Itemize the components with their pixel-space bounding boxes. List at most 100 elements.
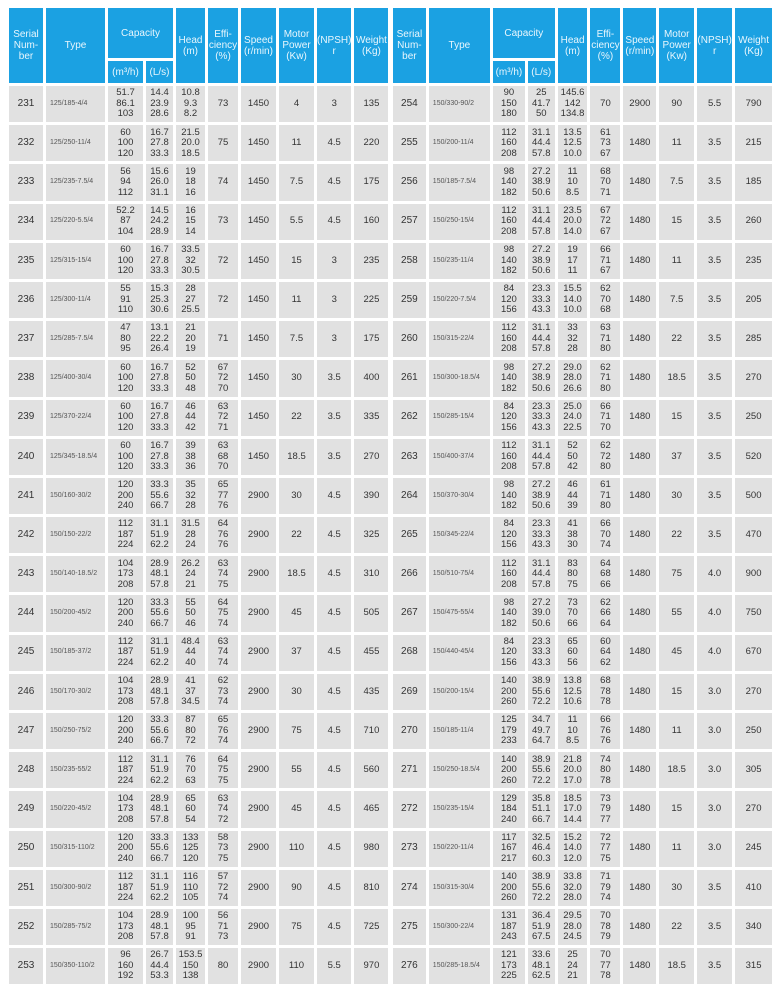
table-row: 270 150/185-11/4 125 179 233 34.7 49.7 64.7… <box>393 713 772 750</box>
cell-efficiency: 61 71 80 <box>590 477 621 515</box>
cell-weight: 270 <box>735 791 772 828</box>
cell-head: 83 80 75 <box>557 556 588 593</box>
table-row: 271 150/250-18.5/4 140 200 260 38.9 55.6 72… <box>393 752 772 789</box>
cell-weight: 750 <box>735 595 772 632</box>
cell-efficiency: 71 79 74 <box>590 869 621 906</box>
cell-serial: 246 <box>9 673 43 710</box>
cell-npsh: 3.5 <box>697 321 733 358</box>
cell-flow-m3h: 55 91 110 <box>108 281 143 319</box>
cell-flow-ls: 34.7 49.7 64.7 <box>527 713 555 750</box>
cell-speed: 1480 <box>623 321 657 358</box>
cell-flow-m3h: 104 173 208 <box>108 673 143 710</box>
cell-head: 15.2 14.0 12.0 <box>557 830 588 867</box>
cell-npsh: 3.5 <box>697 908 733 946</box>
cell-flow-m3h: 104 173 208 <box>108 791 143 828</box>
cell-npsh: 3 <box>317 86 352 123</box>
cell-npsh: 4.5 <box>317 830 352 867</box>
cell-head: 41 38 30 <box>557 517 588 554</box>
cell-head: 46 44 42 <box>176 399 205 436</box>
cell-motor-power: 30 <box>279 673 314 710</box>
cell-motor-power: 30 <box>279 360 314 397</box>
cell-speed: 2900 <box>241 752 276 789</box>
cell-flow-ls: 31.1 44.4 57.8 <box>527 438 555 475</box>
subheader-row: (m³/h) (L/s) <box>9 61 388 83</box>
cell-serial: 242 <box>9 517 43 554</box>
table-row: 257 150/250-15/4 112 160 208 31.1 44.4 57.8… <box>393 203 772 240</box>
pump-table-right: Serial Num- ber Type Capacity Head (m) Effi-… <box>390 5 775 987</box>
cell-type: 150/350-110/2 <box>46 948 105 985</box>
cell-type: 125/315-15/4 <box>46 242 105 279</box>
cell-speed: 1450 <box>241 164 276 201</box>
cell-flow-ls: 33.6 48.1 62.5 <box>527 948 555 985</box>
cell-flow-m3h: 117 167 217 <box>492 830 525 867</box>
cell-serial: 237 <box>9 321 43 358</box>
cell-weight: 220 <box>354 125 389 162</box>
cell-head: 13.5 12.5 10.0 <box>557 125 588 162</box>
cell-type: 125/285-7.5/4 <box>46 321 105 358</box>
cell-flow-ls: 15.3 25.3 30.6 <box>146 281 173 319</box>
header-row: Serial Num- ber Type Capacity Head (m) Effi-… <box>9 8 389 83</box>
table-row: 233 125/235-7.5/4 56 94 112 15.6 26.0 31.1 1… <box>9 164 389 201</box>
cell-type: 150/185-11/4 <box>428 713 490 750</box>
cell-flow-ls: 31.1 51.9 62.2 <box>146 517 173 554</box>
cell-efficiency: 62 73 74 <box>208 673 238 710</box>
cell-npsh: 4.0 <box>697 595 733 632</box>
cell-speed: 1480 <box>623 477 657 515</box>
cell-head: 28 27 25.5 <box>176 281 205 319</box>
cell-flow-m3h: 131 187 243 <box>492 908 525 946</box>
cell-efficiency: 65 76 74 <box>208 713 238 750</box>
cell-type: 150/315-30/4 <box>428 869 490 906</box>
cell-efficiency: 73 <box>208 86 238 123</box>
cell-type: 150/440-45/4 <box>428 634 490 671</box>
header-m3h: (m³/h) <box>108 61 143 83</box>
cell-speed: 1480 <box>623 438 657 475</box>
cell-npsh: 3.5 <box>697 477 733 515</box>
cell-head: 48.4 44 40 <box>176 634 205 671</box>
cell-weight: 980 <box>354 830 389 867</box>
cell-efficiency: 58 73 75 <box>208 830 238 867</box>
cell-flow-m3h: 98 140 182 <box>492 360 525 397</box>
cell-speed: 2900 <box>241 673 276 710</box>
cell-npsh: 3.0 <box>697 791 733 828</box>
cell-speed: 2900 <box>241 634 276 671</box>
cell-type: 150/170-30/2 <box>46 673 105 710</box>
table-row: 276 150/285-18.5/4 121 173 225 33.6 48.1 62… <box>393 948 772 985</box>
cell-serial: 272 <box>393 791 426 828</box>
cell-efficiency: 63 74 75 <box>208 556 238 593</box>
table-row: 253 150/350-110/2 96 160 192 26.7 44.4 53.3… <box>9 948 389 985</box>
table-row: 245 150/185-37/2 112 187 224 31.1 51.9 62.2… <box>9 634 389 671</box>
cell-motor-power: 37 <box>659 438 695 475</box>
table-row: 238 125/400-30/4 60 100 120 16.7 27.8 33.3 5… <box>9 360 389 397</box>
cell-flow-ls: 31.1 44.4 57.8 <box>527 321 555 358</box>
cell-weight: 725 <box>354 908 389 946</box>
cell-flow-m3h: 120 200 240 <box>108 830 143 867</box>
cell-flow-m3h: 112 160 208 <box>492 438 525 475</box>
cell-flow-ls: 38.9 55.6 72.2 <box>527 869 555 906</box>
cell-type: 150/285-75/2 <box>46 908 105 946</box>
cell-flow-m3h: 104 173 208 <box>108 556 143 593</box>
cell-type: 150/235-11/4 <box>428 242 490 279</box>
cell-weight: 325 <box>354 517 389 554</box>
table-row: 247 150/250-75/2 120 200 240 33.3 55.6 66.7… <box>9 713 389 750</box>
cell-flow-m3h: 121 173 225 <box>492 948 525 985</box>
table-row: 252 150/285-75/2 104 173 208 28.9 48.1 57.8… <box>9 908 389 946</box>
cell-speed: 1480 <box>623 517 657 554</box>
cell-flow-m3h: 129 184 240 <box>492 791 525 828</box>
cell-type: 150/160-30/2 <box>46 477 105 515</box>
cell-weight: 560 <box>354 752 389 789</box>
cell-flow-ls: 16.7 27.8 33.3 <box>146 438 173 475</box>
cell-speed: 1480 <box>623 399 657 436</box>
cell-weight: 500 <box>735 477 772 515</box>
cell-efficiency: 63 74 74 <box>208 634 238 671</box>
cell-head: 19 17 11 <box>557 242 588 279</box>
cell-flow-m3h: 60 100 120 <box>108 399 143 436</box>
cell-serial: 264 <box>393 477 426 515</box>
cell-efficiency: 60 64 62 <box>590 634 621 671</box>
cell-motor-power: 7.5 <box>279 321 314 358</box>
cell-efficiency: 67 72 70 <box>208 360 238 397</box>
cell-motor-power: 11 <box>659 830 695 867</box>
header-capacity: Capacity <box>492 8 555 58</box>
cell-type: 150/250-15/4 <box>428 203 490 240</box>
cell-weight: 520 <box>735 438 772 475</box>
cell-weight: 970 <box>354 948 389 985</box>
